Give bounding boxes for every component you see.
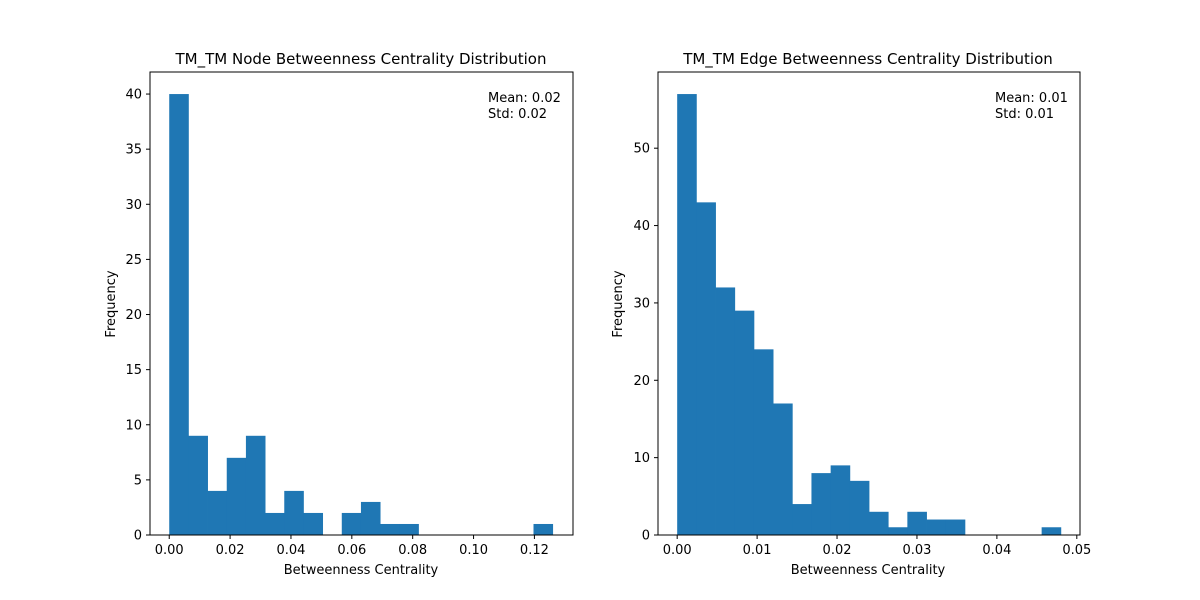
std-annotation: Std: 0.02: [488, 107, 547, 122]
y-tick-label: 30: [125, 198, 142, 213]
histogram-bar: [792, 504, 812, 535]
node-centrality-panel: TM_TM Node Betweenness Centrality Distri…: [104, 50, 574, 578]
y-tick-label: 35: [125, 143, 142, 158]
y-tick-label: 10: [125, 418, 142, 433]
y-tick-label: 40: [125, 88, 142, 103]
y-tick-label: 5: [134, 473, 142, 488]
histogram-bar: [773, 403, 793, 535]
mean-annotation: Mean: 0.01: [995, 91, 1068, 106]
y-tick-label: 10: [633, 451, 650, 466]
histogram-bar: [226, 457, 247, 535]
x-axis-label: Betweenness Centrality: [284, 563, 439, 578]
x-tick-label: 0.12: [520, 543, 549, 558]
edge-centrality-panel: TM_TM Edge Betweenness Centrality Distri…: [611, 50, 1091, 578]
histogram-bar: [926, 519, 947, 535]
histogram-bars: [169, 94, 554, 536]
histogram-bar: [696, 202, 716, 535]
mean-annotation: Mean: 0.02: [488, 91, 561, 106]
histogram-bar: [207, 490, 228, 535]
plot-frame: [657, 71, 1081, 536]
x-tick-label: 0.04: [276, 543, 305, 558]
histogram-bar: [869, 511, 889, 535]
x-tick-label: 0.02: [823, 543, 852, 558]
histogram-bar: [188, 435, 208, 535]
x-axis-ticks: 0.00 0.01 0.02 0.03 0.04 0.05: [663, 535, 1091, 558]
histogram-bar: [533, 523, 554, 535]
y-tick-label: 0: [642, 529, 650, 544]
x-tick-label: 0.04: [982, 543, 1011, 558]
histogram-bar: [169, 94, 189, 536]
x-tick-label: 0.01: [743, 543, 772, 558]
x-tick-label: 0.02: [216, 543, 245, 558]
y-axis-label: Frequency: [104, 270, 119, 337]
histogram-bar: [303, 512, 324, 535]
y-tick-label: 40: [633, 219, 650, 234]
x-tick-label: 0.08: [398, 543, 427, 558]
histogram-bar: [945, 519, 966, 535]
x-axis-label: Betweenness Centrality: [791, 563, 946, 578]
histogram-bar: [677, 94, 697, 536]
x-tick-label: 0.05: [1062, 543, 1091, 558]
histogram-bar: [734, 310, 755, 535]
y-tick-label: 20: [633, 374, 650, 389]
plot-frame: [149, 71, 574, 536]
histogram-bars: [677, 94, 1062, 536]
histogram-bar: [399, 523, 419, 535]
histogram-bar: [360, 501, 381, 535]
y-axis-label: Frequency: [611, 270, 626, 337]
chart-title: TM_TM Edge Betweenness Centrality Distri…: [682, 50, 1053, 69]
x-tick-label: 0.06: [337, 543, 366, 558]
histogram-bar: [811, 473, 832, 535]
y-axis-ticks: 0 5 10 15 20 25 30 35 40: [125, 88, 150, 544]
y-tick-label: 20: [125, 308, 142, 323]
histogram-bar: [830, 465, 851, 535]
chart-title: TM_TM Node Betweenness Centrality Distri…: [175, 50, 547, 69]
x-tick-label: 0.00: [663, 543, 692, 558]
y-tick-label: 15: [125, 363, 142, 378]
histogram-bar: [715, 287, 736, 535]
std-annotation: Std: 0.01: [995, 107, 1054, 122]
histogram-bar: [849, 480, 870, 535]
histogram-bar: [380, 523, 400, 535]
histogram-bar: [888, 527, 908, 535]
x-tick-label: 0.00: [155, 543, 184, 558]
histogram-bar: [245, 435, 266, 535]
histogram-bar: [753, 349, 774, 535]
y-axis-ticks: 0 10 20 30 40 50: [633, 142, 658, 544]
histogram-bar: [284, 490, 304, 535]
x-axis-ticks: 0.00 0.02 0.04 0.06 0.08 0.10 0.12: [155, 535, 549, 558]
y-tick-label: 50: [633, 142, 650, 157]
histogram-bar: [1041, 527, 1062, 535]
x-tick-label: 0.03: [902, 543, 931, 558]
x-tick-label: 0.10: [459, 543, 488, 558]
histogram-bar: [907, 511, 927, 535]
y-tick-label: 30: [633, 296, 650, 311]
histogram-bar: [341, 512, 362, 535]
y-tick-label: 0: [134, 529, 142, 544]
y-tick-label: 25: [125, 253, 142, 268]
histogram-bar: [265, 512, 285, 535]
